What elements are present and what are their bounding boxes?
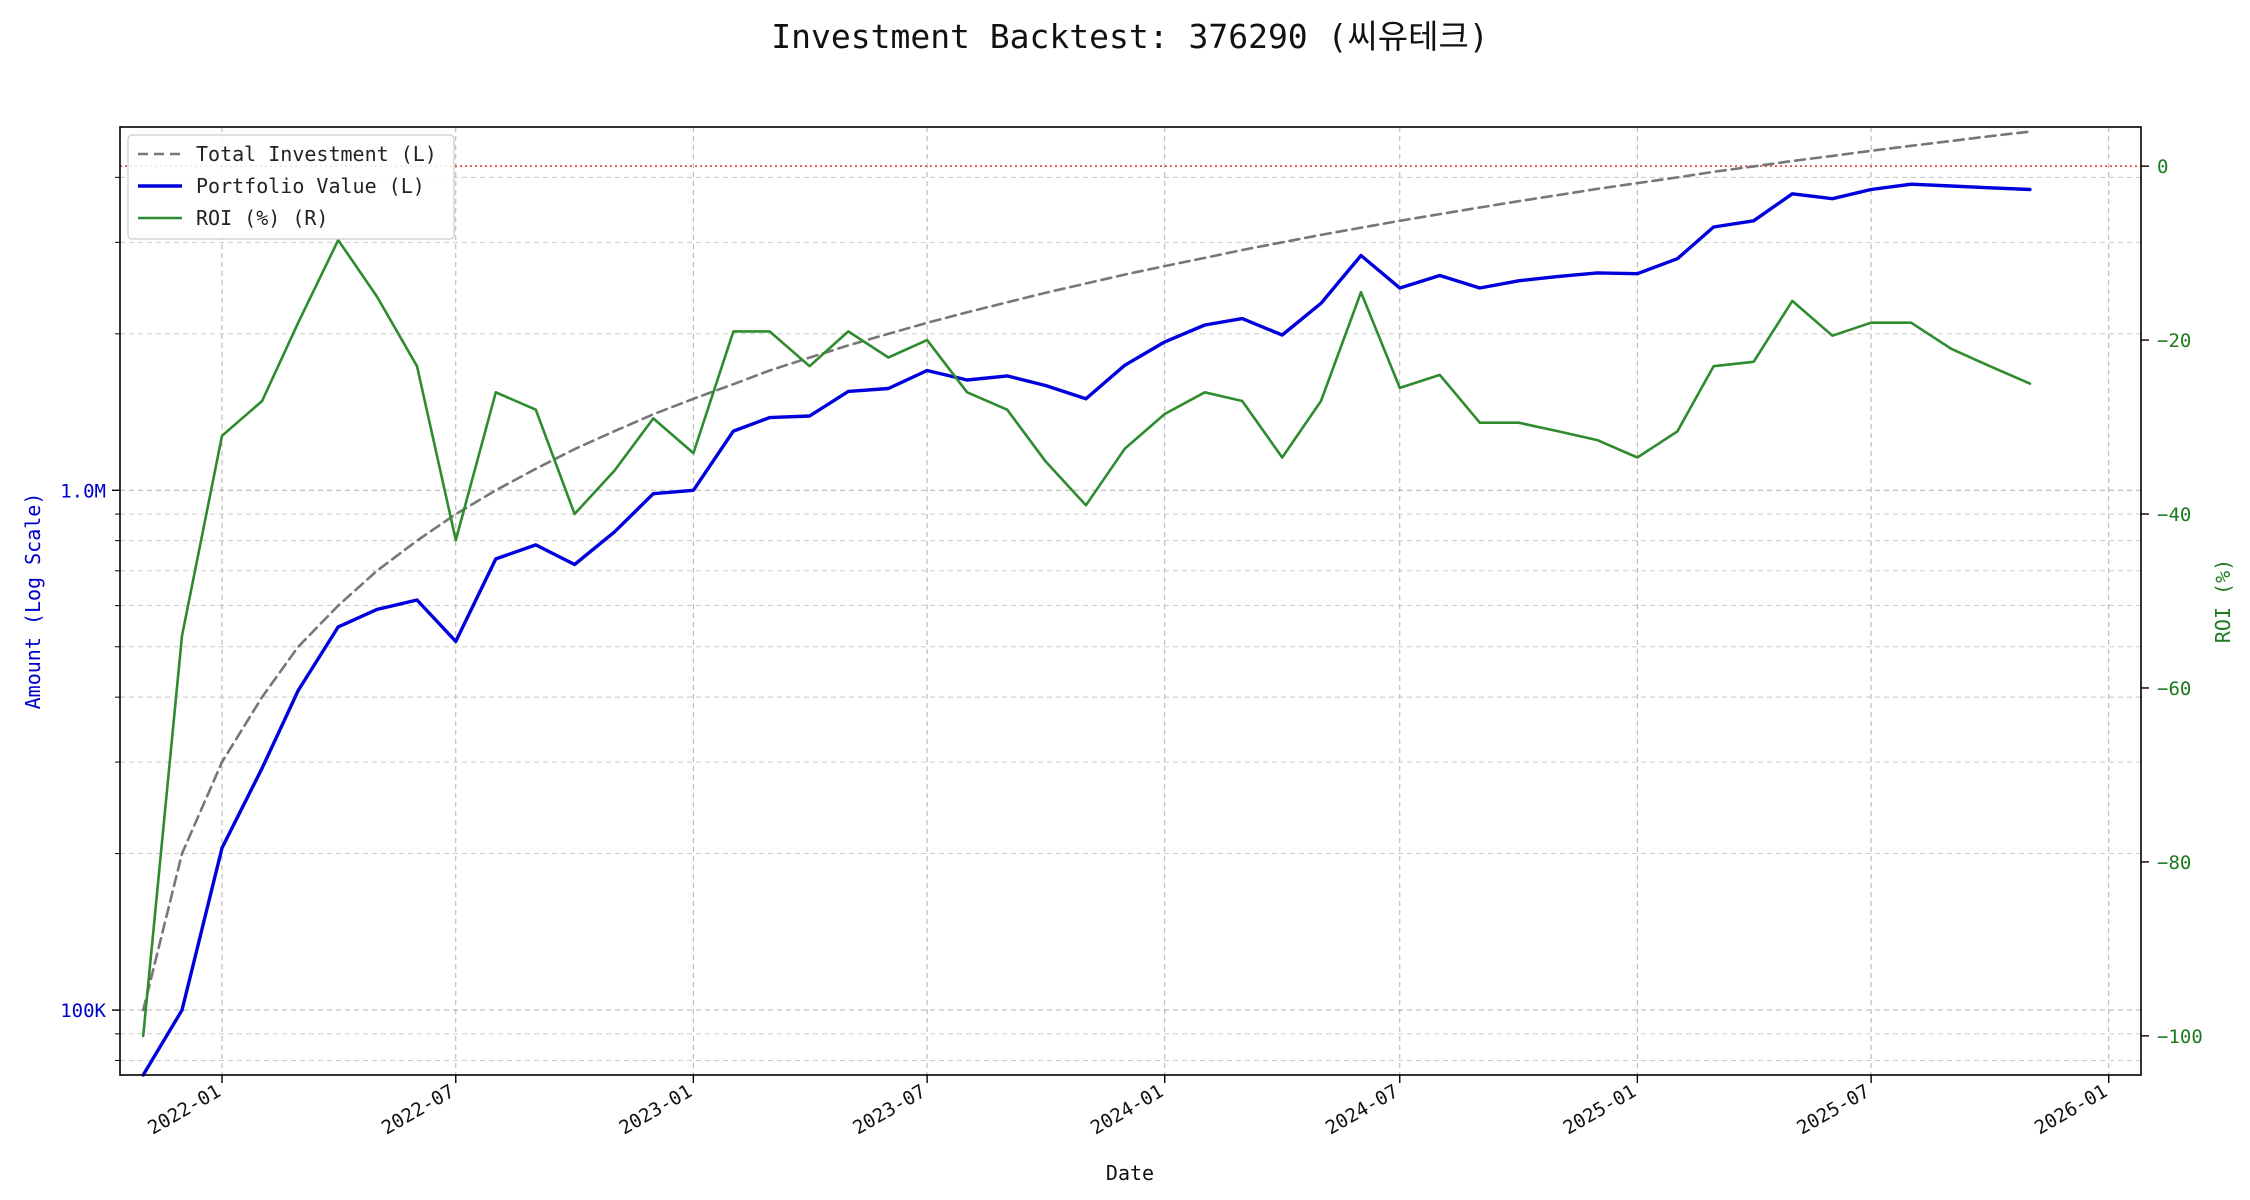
right-tick-label: −60	[2157, 678, 2191, 700]
left-axis-title: Amount (Log Scale)	[21, 493, 45, 710]
series-layer	[141, 130, 2032, 1077]
legend-label: Total Investment (L)	[196, 142, 437, 166]
plot-frame	[119, 126, 2142, 1076]
right-tick-label: −80	[2157, 852, 2191, 874]
right-tick-label: 0	[2157, 156, 2168, 178]
left-tick-label: 1.0M	[60, 480, 106, 502]
legend-label: ROI (%) (R)	[196, 206, 328, 230]
legend-box	[127, 134, 455, 240]
legend: Total Investment (L) Portfolio Value (L) R…	[127, 134, 455, 240]
legend-label: Portfolio Value (L)	[196, 174, 425, 198]
right-axis-title: ROI (%)	[2211, 559, 2235, 643]
right-tick-label: −40	[2157, 504, 2191, 526]
chart-title: Investment Backtest: 376290 (씨유테크)	[771, 17, 1488, 56]
x-axis-title: Date	[1106, 1161, 1154, 1185]
right-y-axis: 0 −20 −40 −60 −80 −100	[2141, 156, 2203, 1048]
left-tick-label: 100K	[60, 1000, 106, 1022]
right-tick-label: −20	[2157, 330, 2191, 352]
grid	[120, 127, 2141, 1075]
left-y-axis: 100K 1.0M	[60, 176, 120, 1061]
right-tick-label: −100	[2157, 1026, 2203, 1048]
